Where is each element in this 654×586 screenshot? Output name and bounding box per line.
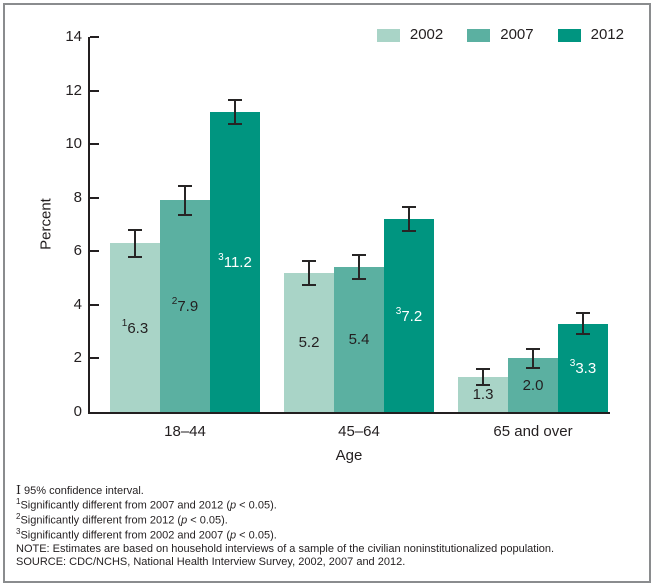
legend-item-2012: 2012 <box>557 26 624 43</box>
bar-2012-group1 <box>384 219 434 412</box>
error-bar-top-cap-2007-group0 <box>178 184 192 187</box>
error-bar-2007-group0 <box>184 185 186 216</box>
legend-swatch-2012 <box>557 28 581 42</box>
error-bar-top-cap-2012-group1 <box>402 206 416 209</box>
x-axis-title: Age <box>335 447 363 464</box>
bar-value: 37.2 <box>395 305 423 325</box>
bar-label-2002-group1: 5.2 <box>284 273 334 412</box>
legend-swatch-2002 <box>376 28 400 42</box>
legend-item-2002: 2002 <box>376 26 444 43</box>
y-tick-2 <box>90 357 99 360</box>
error-bar-2007-group2 <box>532 349 534 368</box>
x-axis-line <box>88 412 610 414</box>
error-bar-bottom-cap-2012-group0 <box>228 123 242 126</box>
y-tick-10 <box>90 143 99 146</box>
x-category-label-0: 18–44 <box>164 423 206 440</box>
bar-value: 5.4 <box>348 331 370 349</box>
bar-2012-group2 <box>558 323 608 412</box>
error-bar-bottom-cap-2007-group0 <box>178 214 192 217</box>
error-bar-2002-group0 <box>134 229 136 257</box>
bar-footnote-mark: 1 <box>121 317 128 329</box>
error-bar-top-cap-2002-group2 <box>476 368 490 371</box>
error-bar-2012-group2 <box>582 312 584 335</box>
y-tick-14 <box>90 36 99 38</box>
error-bar-2012-group0 <box>234 99 236 125</box>
x-category-label-2: 65 and over <box>493 423 573 440</box>
y-tick-label-4: 4 <box>73 295 82 313</box>
y-tick-label-10: 10 <box>65 135 82 153</box>
bar-value: 311.2 <box>218 252 252 271</box>
bar-value: 33.3 <box>569 357 597 377</box>
y-tick-label-8: 8 <box>73 188 82 206</box>
legend-swatch-2007 <box>467 28 491 42</box>
error-bar-icon: I <box>16 482 21 497</box>
error-bar-bottom-cap-2012-group1 <box>402 230 416 233</box>
x-category-label-1: 45–64 <box>338 423 380 440</box>
footnote-1: 1Significantly different from 2007 and 2… <box>16 497 277 512</box>
bar-footnote-mark: 3 <box>569 357 576 369</box>
bar-2012-group0 <box>210 112 260 412</box>
bar-label-2002-group2: 1.3 <box>458 377 508 412</box>
bar-2007-group1 <box>334 267 384 412</box>
legend-item-2007: 2007 <box>467 26 534 43</box>
legend: 2002 2007 2012 <box>376 26 624 43</box>
bar-label-2007-group2: 2.0 <box>508 358 558 412</box>
y-tick-8 <box>90 196 99 199</box>
bar-2002-group1 <box>284 272 334 412</box>
bar-label-2007-group1: 5.4 <box>334 267 384 412</box>
footnote-2: 2Significantly different from 2012 (p < … <box>16 512 228 527</box>
y-tick-label-0: 0 <box>73 403 82 420</box>
bar-value: 16.3 <box>121 317 149 337</box>
footnote-source: SOURCE: CDC/NCHS, National Health Interv… <box>16 555 406 568</box>
legend-label-2007: 2007 <box>500 26 534 43</box>
error-bar-bottom-cap-2002-group2 <box>476 384 490 387</box>
error-bar-top-cap-2002-group0 <box>128 228 142 231</box>
error-bar-2007-group1 <box>358 255 360 280</box>
bar-value: 5.2 <box>298 333 320 351</box>
bar-label-2002-group0: 16.3 <box>110 243 160 412</box>
legend-label-2012: 2012 <box>590 26 624 43</box>
y-tick-label-14: 14 <box>65 28 82 45</box>
y-tick-label-6: 6 <box>73 242 82 260</box>
error-bar-2002-group1 <box>308 260 310 285</box>
footnotes: I 95% confidence interval. 1Significantl… <box>16 483 640 569</box>
bar-label-2007-group0: 27.9 <box>160 200 210 412</box>
y-tick-12 <box>90 89 99 92</box>
error-bar-2012-group1 <box>408 207 410 232</box>
bar-label-2012-group1: 37.2 <box>384 219 434 412</box>
bar-label-2012-group0: 311.2 <box>210 112 260 412</box>
legend-label-2002: 2002 <box>409 26 444 43</box>
error-bar-top-cap-2007-group1 <box>352 254 366 257</box>
y-tick-4 <box>90 303 99 306</box>
error-bar-bottom-cap-2012-group2 <box>576 333 590 336</box>
error-bar-bottom-cap-2002-group0 <box>128 255 142 258</box>
bar-value: 27.9 <box>171 296 199 316</box>
footnote-note: NOTE: Estimates are based on household i… <box>16 542 555 555</box>
error-bar-bottom-cap-2007-group1 <box>352 278 366 281</box>
y-tick-label-12: 12 <box>65 81 82 99</box>
bar-value: 1.3 <box>472 386 494 404</box>
bar-2002-group0 <box>110 243 160 412</box>
error-bar-top-cap-2007-group2 <box>526 348 540 351</box>
error-bar-2002-group2 <box>482 369 484 386</box>
y-axis-line <box>88 37 90 414</box>
footnote-3: 3Significantly different from 2002 and 2… <box>16 526 277 542</box>
error-bar-top-cap-2002-group1 <box>302 259 316 262</box>
bar-footnote-mark: 3 <box>218 252 224 263</box>
bar-2007-group0 <box>160 200 210 412</box>
bar-label-2012-group2: 33.3 <box>558 324 608 412</box>
bar-footnote-mark: 3 <box>395 305 402 317</box>
bar-value: 2.0 <box>522 376 544 394</box>
y-tick-label-2: 2 <box>73 349 82 367</box>
error-bar-bottom-cap-2007-group2 <box>526 366 540 369</box>
y-tick-6 <box>90 250 99 253</box>
error-bar-top-cap-2012-group2 <box>576 311 590 314</box>
error-bar-bottom-cap-2002-group1 <box>302 283 316 286</box>
error-bar-top-cap-2012-group0 <box>228 98 242 101</box>
footnote-ci: I 95% confidence interval. <box>16 482 144 497</box>
bar-footnote-mark: 2 <box>171 296 178 308</box>
